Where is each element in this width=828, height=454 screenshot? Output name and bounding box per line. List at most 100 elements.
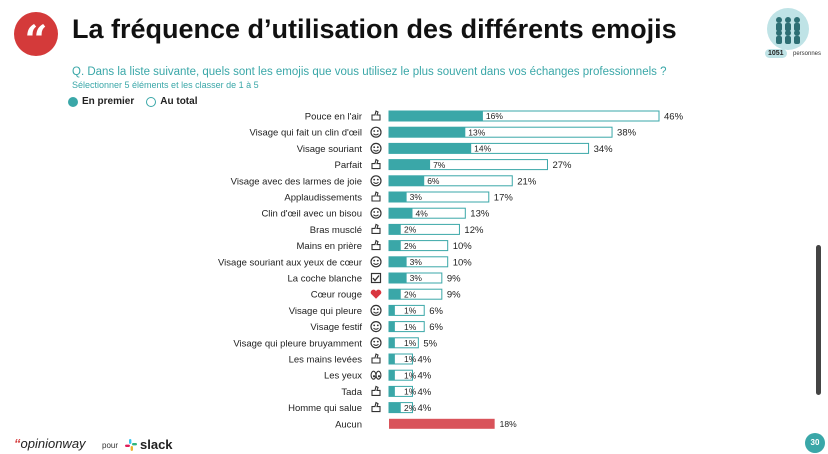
first-bar [389,159,431,170]
survey-instruction: Sélectionner 5 éléments et les classer d… [72,80,259,90]
legend-item-first: En premier [68,96,134,107]
category-label: Tada [341,387,362,398]
first-bar [389,256,407,267]
first-value-label: 14% [474,144,491,154]
first-bar [389,418,495,429]
category-label: Visage festif [310,322,362,333]
total-value-label: 4% [417,371,431,382]
partner-name: slack [140,437,173,452]
category-label: Parfait [335,160,363,171]
legend-label-total: Au total [160,96,198,107]
category-label: Visage souriant aux yeux de cœur [218,257,362,268]
brand-name: opinionway [20,436,86,451]
total-value-label: 10% [453,241,473,252]
tada-icon [371,385,381,396]
total-value-label: 6% [429,306,443,317]
first-bar [389,321,395,332]
category-label: Mains en prière [297,241,362,252]
winking-face-icon [370,126,382,138]
category-label: Homme qui salue [288,403,362,414]
first-bar [389,402,401,413]
total-value-label: 5% [423,338,437,349]
eyes-icon [370,370,382,380]
tears-of-joy-icon [370,175,382,187]
first-value-label: 2% [404,225,417,235]
first-value-label: 1% [404,370,417,380]
sample-badge: 1051 personnes [765,5,823,63]
total-value-label: 46% [664,112,684,123]
chart-row: Pouce en l'air 46% 16% [305,110,684,123]
first-value-label: 3% [410,257,423,267]
category-label: Clin d'œil avec un bisou [261,209,362,220]
chart-row: Aucun 18% [335,418,517,430]
party-face-icon [370,321,382,333]
category-label: Les yeux [324,371,362,382]
first-value-label: 4% [415,208,428,218]
total-value-label: 9% [447,290,461,301]
people-icon [767,8,809,50]
footer-pour: pour [102,441,119,450]
sample-unit: personnes [793,51,822,57]
survey-question: Q. Dans la liste suivante, quels sont le… [72,66,667,78]
first-bar [389,386,395,397]
category-label: La coche blanche [288,274,362,285]
clapping-hands-icon [371,191,381,202]
check-mark-icon [370,272,382,284]
chart-row: Les yeux 4%1% [324,369,432,382]
first-value-label: 13% [468,127,485,137]
total-value-label: 34% [594,144,614,155]
first-value-label: 1% [404,322,417,332]
page-number: 30 [805,433,825,453]
first-value-label: 16% [486,111,503,121]
thumbs-up-icon [371,110,381,121]
total-value-label: 6% [429,322,443,333]
category-label: Visage souriant [297,144,363,155]
first-bar [389,337,395,348]
first-bar [389,240,401,251]
chart-row: Visage festif 6% 1% [310,321,444,333]
page-title: La fréquence d’utilisation des différent… [72,14,677,44]
loudly-crying-icon [370,337,382,349]
category-label: Visage qui pleure [289,306,362,317]
category-label: Visage avec des larmes de joie [231,176,362,187]
first-value-label: 7% [433,160,446,170]
chart-row: Visage qui fait un clin d'œil 38% 13% [249,126,637,139]
slack-logo: slack [125,437,173,452]
chart-row: Mains en prière 10% 2% [297,239,473,252]
scrollbar[interactable] [816,245,821,395]
legend: En premier Au total [68,96,209,107]
total-value-label: 27% [552,160,572,171]
first-value-label: 1% [404,387,417,397]
first-bar [389,289,401,300]
chart-row: Clin d'œil avec un bisou 13% 4% [261,207,490,220]
category-label: Aucun [335,419,362,430]
chart-row: Visage qui pleure 6% 1% [289,304,444,317]
category-label: Visage qui fait un clin d'œil [249,128,362,139]
red-heart-icon [370,289,382,299]
kissing-wink-icon [370,207,382,219]
first-bar [389,370,395,381]
total-value-label: 12% [464,225,484,236]
first-value-label: 3% [410,273,423,283]
slack-icon [125,438,137,451]
first-bar [389,143,472,154]
first-bar [389,192,407,202]
chart-row: Bras musclé 12% 2% [310,223,484,236]
chart-row: Les mains levées 4%1% [289,353,432,366]
ok-hand-icon [371,158,381,170]
chart-row: Visage souriant aux yeux de cœur 10% 3% [218,256,473,268]
first-value-label: 3% [410,192,423,202]
chart-row: La coche blanche 9% 3% [288,272,461,285]
chart-row: Visage avec des larmes de joie 21% 6% [231,175,537,187]
category-label: Applaudissements [284,193,362,204]
chart-row: Visage souriant 34% 14% [297,142,614,155]
total-value-label: 21% [517,176,537,187]
total-value-label: 10% [453,257,473,268]
first-bar [389,175,425,186]
total-value-label: 38% [617,128,637,139]
first-bar [389,224,401,235]
first-bar [389,111,483,121]
legend-swatch-first [68,96,78,107]
total-value-label: 9% [447,274,461,285]
category-label: Pouce en l'air [305,112,362,123]
